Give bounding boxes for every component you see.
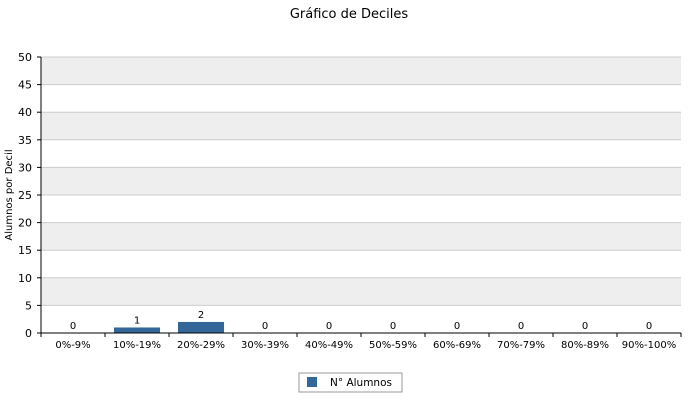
bar-value-label: 0 bbox=[518, 321, 524, 332]
x-tick-label: 30%-39% bbox=[241, 340, 289, 351]
chart-title: Gráfico de Deciles bbox=[290, 7, 409, 22]
bar-value-label: 0 bbox=[390, 321, 396, 332]
bar-value-label: 0 bbox=[326, 321, 332, 332]
bar-labels: 0 1 2 0 0 0 0 0 0 0 bbox=[70, 310, 652, 332]
bar bbox=[177, 321, 225, 333]
y-tick-label: 35 bbox=[18, 134, 32, 147]
legend-swatch bbox=[307, 377, 317, 387]
x-tick-label: 80%-89% bbox=[561, 340, 609, 351]
y-axis-ticks: 0 5 10 15 20 25 30 35 40 45 50 bbox=[18, 51, 41, 340]
y-tick-label: 15 bbox=[18, 244, 32, 257]
x-tick-label: 70%-79% bbox=[497, 340, 545, 351]
grid-band bbox=[41, 250, 681, 278]
y-tick-label: 45 bbox=[18, 79, 32, 92]
grid-band bbox=[41, 195, 681, 223]
y-tick-label: 20 bbox=[18, 217, 32, 230]
x-tick-label: 60%-69% bbox=[433, 340, 481, 351]
plot-bands bbox=[41, 57, 681, 333]
x-tick-label: 0%-9% bbox=[55, 340, 90, 351]
y-tick-label: 0 bbox=[25, 327, 32, 340]
y-tick-label: 40 bbox=[18, 106, 32, 119]
y-tick-label: 50 bbox=[18, 51, 32, 64]
y-tick-label: 25 bbox=[18, 189, 32, 202]
x-tick-label: 20%-29% bbox=[177, 340, 225, 351]
bar-value-label: 0 bbox=[70, 321, 76, 332]
grid-band bbox=[41, 167, 681, 195]
grid-band bbox=[41, 222, 681, 251]
bar-value-label: 0 bbox=[582, 321, 588, 332]
bar-value-label: 0 bbox=[646, 321, 652, 332]
legend-label: N° Alumnos bbox=[330, 377, 392, 389]
grid-band bbox=[41, 139, 681, 168]
legend-box bbox=[298, 372, 403, 393]
x-tick-label: 50%-59% bbox=[369, 340, 417, 351]
y-tick-label: 30 bbox=[18, 161, 32, 174]
legend: N° Alumnos bbox=[298, 372, 403, 393]
y-tick-label: 10 bbox=[18, 272, 32, 285]
y-axis-label: Alumnos por Decil bbox=[4, 149, 15, 240]
grid-band bbox=[41, 84, 681, 113]
grid-band bbox=[41, 57, 681, 85]
x-tick-label: 10%-19% bbox=[113, 340, 161, 351]
bar-value-label: 1 bbox=[134, 315, 140, 326]
x-tick-label: 40%-49% bbox=[305, 340, 353, 351]
bar-value-label: 0 bbox=[262, 321, 268, 332]
x-tick-label: 90%-100% bbox=[622, 340, 676, 351]
bar-value-label: 2 bbox=[198, 310, 204, 321]
bar bbox=[113, 327, 161, 333]
grid-band bbox=[41, 112, 681, 140]
grid-band bbox=[41, 277, 681, 306]
y-tick-label: 5 bbox=[25, 299, 32, 312]
bar-value-label: 0 bbox=[454, 321, 460, 332]
x-axis-ticks: 0%-9% 10%-19% 20%-29% 30%-39% 40%-49% 50%-59%… bbox=[40, 333, 682, 351]
bars bbox=[113, 321, 225, 333]
